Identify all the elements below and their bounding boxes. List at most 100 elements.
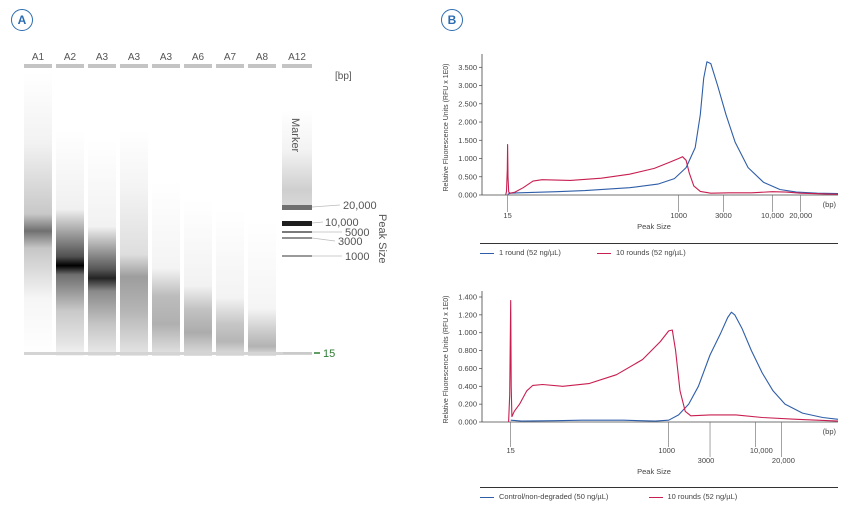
- y-tick-label: 3.500: [458, 63, 477, 72]
- lane-label-9: A12: [288, 52, 306, 63]
- legend-top: 1 round (52 ng/µL) 10 rounds (52 ng/µL): [480, 248, 686, 257]
- marker-band-1000: [282, 255, 312, 257]
- legend-divider-top: [480, 243, 838, 244]
- lower-marker-band: [24, 352, 312, 355]
- marker-lane: [282, 110, 312, 210]
- leader-10000: [311, 221, 324, 224]
- lane-tab-4: [120, 64, 148, 68]
- marker-band-20000: [282, 205, 312, 210]
- y-tick-label: 0.200: [458, 400, 477, 409]
- lane-tab-5: [152, 64, 180, 68]
- gel-lane-5: [152, 180, 180, 356]
- gel-lane-2: [56, 130, 84, 356]
- legend-item-top-1: 1 round (52 ng/µL): [480, 248, 563, 257]
- lane-label-4: A3: [128, 52, 141, 63]
- lane-label-5: A3: [160, 52, 173, 63]
- marker-label-3000: 3000: [338, 236, 362, 248]
- x-tick-label: 10,000: [761, 211, 784, 220]
- gel-lane-3: [88, 140, 116, 356]
- gel-panel: A1 A2 A3 A3 A3 A6 A7 A8 A12 20,000 10: [24, 52, 388, 360]
- gel-lane-6: [184, 200, 212, 356]
- marker-label-20000: 20,000: [343, 200, 377, 212]
- leader-3000: [311, 237, 336, 242]
- x-tick-label: 20,000: [789, 211, 812, 220]
- y-tick-label: 1.500: [458, 136, 477, 145]
- legend-swatch-blue: [480, 252, 494, 254]
- marker-label-1000: 1000: [345, 251, 369, 263]
- x-axis-label: Peak Size: [637, 467, 671, 476]
- electropherogram-top: 0.000 0.500 1.000 1.500 2.000 2.500 3.000 3.500…: [443, 54, 839, 231]
- x-unit-label: (bp): [823, 200, 837, 209]
- y-tick-label: 3.000: [458, 81, 477, 90]
- x-tick-label: 3000: [698, 456, 715, 465]
- lower-marker-label: 15: [323, 348, 335, 360]
- gel-lane-7: [216, 210, 244, 356]
- legend-label: Control/non-degraded (50 ng/µL): [499, 492, 609, 501]
- electropherogram-bottom: 0.000 0.200 0.400 0.600 0.800 1.000 1.200 1.400…: [443, 291, 839, 476]
- legend-label: 1 round (52 ng/µL): [499, 248, 561, 257]
- x-tick-label: 1000: [658, 446, 675, 455]
- marker-band-5000: [282, 231, 312, 233]
- lane-tab-9: [282, 64, 312, 68]
- lane-label-6: A6: [192, 52, 205, 63]
- panel-a-badge: A: [11, 9, 33, 31]
- legend-item-bottom-1: Control/non-degraded (50 ng/µL): [480, 492, 611, 501]
- legend-swatch-red: [596, 252, 611, 254]
- lane-tab-1: [24, 64, 52, 68]
- lane-label-2: A2: [64, 52, 77, 63]
- y-tick-label: 0.500: [458, 172, 477, 181]
- marker-label-10000: 10,000: [325, 217, 359, 229]
- lane-label-3: A3: [96, 52, 109, 63]
- marker-band-10000: [282, 221, 312, 226]
- legend-label: 10 rounds (52 ng/µL): [667, 492, 738, 501]
- marker-label-5000: 5000: [345, 227, 369, 239]
- y-tick-label: 0.600: [458, 364, 477, 373]
- lane-label-7: A7: [224, 52, 237, 63]
- panel-b-badge: B: [441, 9, 463, 31]
- legend-item-bottom-2: 10 rounds (52 ng/µL): [648, 492, 738, 501]
- marker-text: Marker: [289, 118, 301, 153]
- gel-lane-4: [120, 130, 148, 356]
- legend-item-top-2: 10 rounds (52 ng/µL): [596, 248, 686, 257]
- y-tick-label: 1.000: [458, 328, 477, 337]
- series-line-1: [507, 61, 839, 195]
- x-tick-label: 10,000: [750, 446, 773, 455]
- x-tick-label: 3000: [715, 211, 732, 220]
- series-line-1: [510, 311, 839, 422]
- y-tick-label: 0.800: [458, 346, 477, 355]
- marker-band-3000: [282, 237, 312, 239]
- series-line-2: [508, 300, 839, 423]
- x-tick-label: 15: [503, 211, 511, 220]
- gel-lane-8: [248, 220, 276, 356]
- lane-tab-6: [184, 64, 212, 68]
- y-tick-label: 1.000: [458, 154, 477, 163]
- unit-label: [bp]: [335, 71, 352, 82]
- lane-tab-8: [248, 64, 276, 68]
- x-axis-label: Peak Size: [637, 222, 671, 231]
- lane-tab-3: [88, 64, 116, 68]
- y-tick-label: 2.000: [458, 118, 477, 127]
- legend-bottom: Control/non-degraded (50 ng/µL) 10 round…: [480, 492, 737, 501]
- legend-divider-bottom: [480, 487, 838, 488]
- x-tick-label: 15: [507, 446, 515, 455]
- peak-size-text: Peak Size: [376, 214, 388, 264]
- legend-label: 10 rounds (52 ng/µL): [615, 248, 686, 257]
- lane-tab-2: [56, 64, 84, 68]
- y-tick-label: 1.200: [458, 310, 477, 319]
- y-tick-label: 0.400: [458, 382, 477, 391]
- series-line-2: [505, 144, 839, 196]
- leader-20000: [311, 204, 341, 208]
- legend-swatch-red: [648, 496, 663, 498]
- x-tick-label: 20,000: [772, 456, 795, 465]
- y-tick-label: 1.400: [458, 293, 477, 302]
- y-axis-label: Relative Fluorescence Units (RFU x 1E0): [443, 64, 450, 192]
- lane-label-1: A1: [32, 52, 45, 63]
- x-unit-label: (bp): [823, 427, 837, 436]
- lane-label-8: A8: [256, 52, 269, 63]
- y-tick-label: 0.000: [458, 418, 477, 427]
- y-tick-label: 2.500: [458, 99, 477, 108]
- x-tick-label: 1000: [670, 211, 687, 220]
- y-tick-label: 0.000: [458, 191, 477, 200]
- legend-swatch-blue: [480, 496, 494, 498]
- y-axis-label: Relative Fluorescence Units (RFU x 1E0): [443, 296, 450, 424]
